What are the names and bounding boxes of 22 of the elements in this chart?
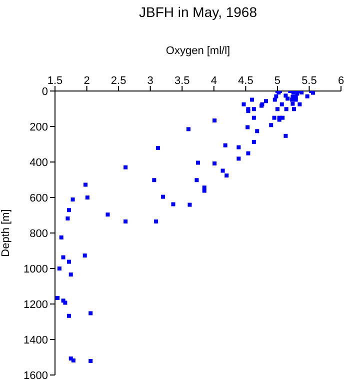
x-tick-label: 4 bbox=[210, 75, 217, 87]
y-tick-label: 1400 bbox=[24, 334, 48, 346]
x-axis-title: Oxygen [ml/l] bbox=[166, 44, 230, 57]
y-tick-label: 400 bbox=[30, 156, 48, 169]
x-tick-label: 4.5 bbox=[238, 75, 254, 87]
x-tick-label: 1.5 bbox=[47, 75, 63, 87]
chart-title: JBFH in May, 1968 bbox=[138, 4, 258, 20]
y-tick-label: 1600 bbox=[24, 370, 48, 382]
y-tick-label: 200 bbox=[30, 121, 48, 134]
y-axis-title: Depth [m] bbox=[0, 209, 12, 257]
y-tick-label: 0 bbox=[42, 86, 48, 98]
x-tick-label: 5.5 bbox=[302, 75, 317, 87]
x-tick-label: 2.5 bbox=[110, 75, 126, 87]
x-tick-label: 3.5 bbox=[174, 75, 190, 87]
y-tick-label: 600 bbox=[30, 192, 48, 204]
x-tick-label: 6 bbox=[338, 75, 344, 87]
x-tick-label: 2 bbox=[84, 75, 90, 87]
x-tick-label: 5 bbox=[274, 75, 281, 87]
y-tick-label: 1000 bbox=[24, 263, 48, 276]
y-tick-label: 1200 bbox=[24, 298, 48, 311]
y-tick-label: 800 bbox=[30, 228, 48, 240]
x-tick-label: 3 bbox=[147, 75, 154, 87]
